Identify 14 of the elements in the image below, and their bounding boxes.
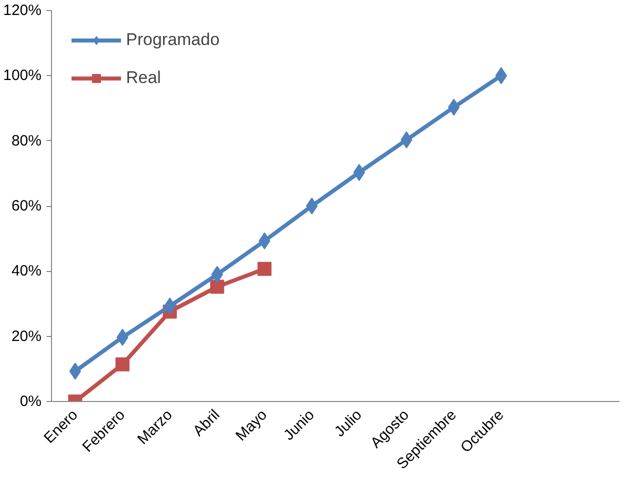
x-tick-label: Julio: [331, 406, 366, 440]
point: [210, 280, 224, 294]
y-tick-label: 0%: [20, 393, 42, 410]
legend-label: Real: [126, 68, 161, 88]
point: [116, 357, 130, 372]
legend-label: Programado: [126, 30, 220, 50]
point: [306, 198, 318, 214]
y-tick-label: 100%: [3, 67, 42, 84]
y-tick-label: 80%: [11, 132, 42, 150]
y-tick-label: 40%: [11, 262, 42, 280]
y-tick-label: 120%: [3, 2, 42, 19]
y-tick-label: 60%: [11, 198, 42, 214]
point: [258, 262, 272, 276]
y-tick-label: 20%: [11, 328, 42, 345]
